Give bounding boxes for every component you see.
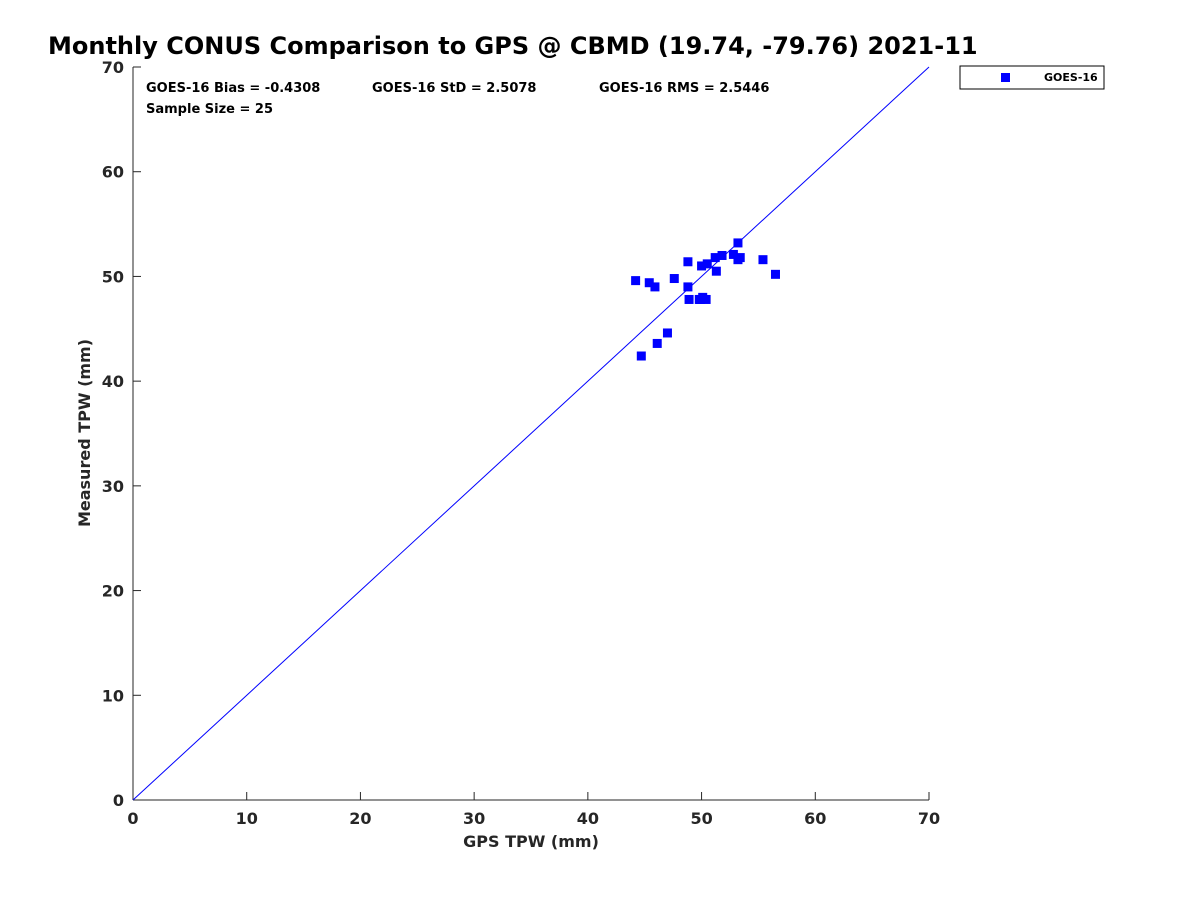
x-tick-label: 0 bbox=[127, 809, 138, 828]
y-tick-label: 10 bbox=[102, 686, 124, 705]
rms-stat: GOES-16 RMS = 2.5446 bbox=[599, 81, 769, 96]
data-point bbox=[728, 249, 738, 259]
data-point bbox=[710, 253, 720, 263]
x-axis-label: GPS TPW (mm) bbox=[463, 832, 599, 851]
y-tick-label: 30 bbox=[102, 477, 124, 496]
y-tick-label: 50 bbox=[102, 267, 124, 286]
y-tick-label: 0 bbox=[113, 791, 124, 810]
data-point bbox=[684, 294, 694, 304]
data-point bbox=[683, 282, 693, 292]
y-tick-label: 70 bbox=[102, 58, 124, 77]
data-point bbox=[650, 282, 660, 292]
data-point bbox=[683, 257, 693, 267]
data-point bbox=[702, 259, 712, 269]
x-tick-label: 10 bbox=[236, 809, 258, 828]
x-tick-label: 60 bbox=[804, 809, 826, 828]
data-point bbox=[652, 338, 662, 348]
x-tick-label: 30 bbox=[463, 809, 485, 828]
data-points bbox=[631, 238, 780, 361]
data-point bbox=[697, 261, 707, 271]
reference-line-layer bbox=[132, 66, 930, 801]
y-tick-label: 60 bbox=[102, 163, 124, 182]
x-tick-label: 50 bbox=[690, 809, 712, 828]
legend: GOES-16 bbox=[959, 65, 1105, 90]
data-point bbox=[735, 253, 745, 263]
y-tick-label: 40 bbox=[102, 372, 124, 391]
data-point bbox=[733, 238, 743, 248]
data-point bbox=[662, 328, 672, 338]
data-point bbox=[701, 294, 711, 304]
data-point bbox=[770, 269, 780, 279]
bias-stat: GOES-16 Bias = -0.4308 bbox=[146, 81, 320, 96]
data-point bbox=[711, 266, 721, 276]
y-tick-label: 20 bbox=[102, 582, 124, 601]
data-point bbox=[717, 250, 727, 260]
one-to-one-line bbox=[132, 66, 930, 801]
legend-box bbox=[959, 65, 1105, 90]
x-tick-label: 40 bbox=[577, 809, 599, 828]
sample-size-stat: Sample Size = 25 bbox=[146, 102, 273, 117]
data-point bbox=[695, 294, 705, 304]
axes: 0 10 20 30 40 50 60 70 0 10 20 30 40 50 60 70 bbox=[102, 58, 940, 828]
x-tick-label: 20 bbox=[349, 809, 371, 828]
std-stat: GOES-16 StD = 2.5078 bbox=[372, 81, 536, 96]
legend-marker-goes16 bbox=[1001, 73, 1010, 82]
data-point bbox=[669, 274, 679, 284]
y-axis-label: Measured TPW (mm) bbox=[75, 339, 94, 527]
data-point bbox=[644, 278, 654, 288]
legend-label-goes16: GOES-16 bbox=[1044, 71, 1098, 84]
data-point bbox=[631, 276, 641, 286]
data-point bbox=[636, 351, 646, 361]
data-point bbox=[758, 255, 768, 265]
x-tick-label: 70 bbox=[918, 809, 940, 828]
chart-title: Monthly CONUS Comparison to GPS @ CBMD (… bbox=[48, 32, 978, 60]
